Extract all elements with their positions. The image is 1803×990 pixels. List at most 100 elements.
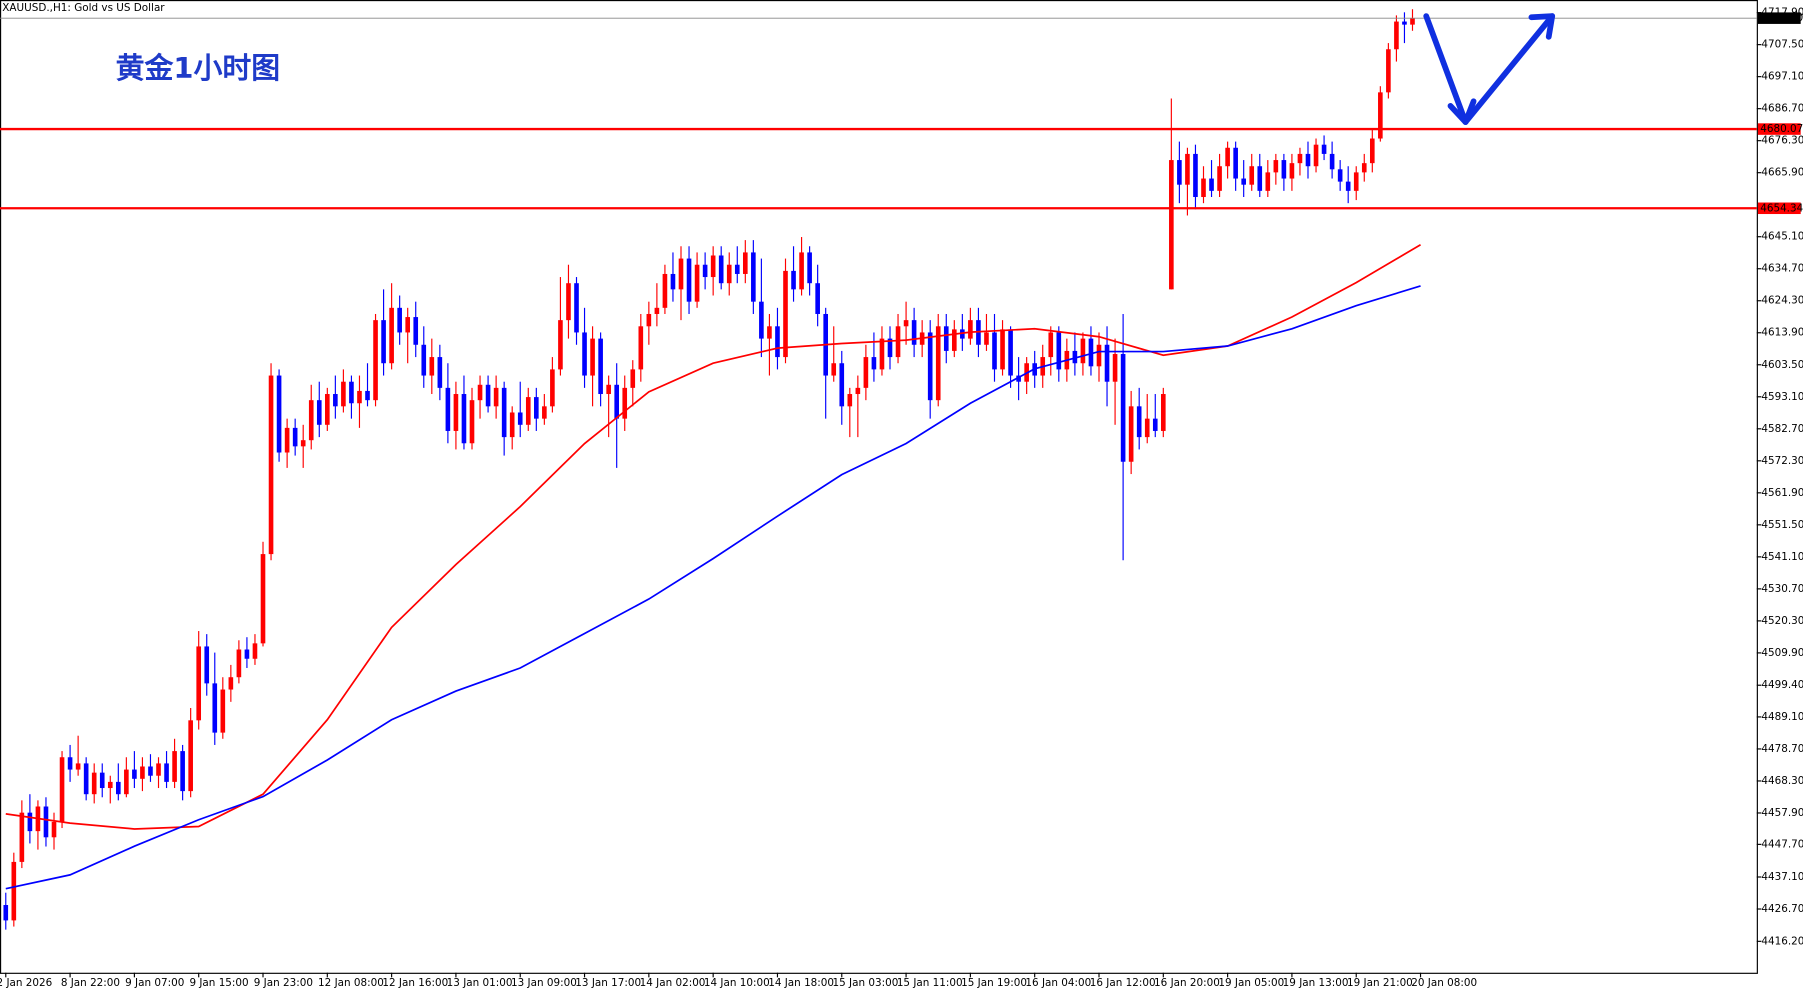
- candle-body: [1016, 375, 1021, 382]
- candle-body: [1225, 147, 1230, 167]
- candle-body: [437, 357, 443, 388]
- candle-body: [606, 384, 611, 395]
- candle-body: [99, 772, 105, 789]
- chart-header: XAUUSD.,H1: Gold vs US Dollar: [2, 2, 165, 14]
- x-tick-label: 14 Jan 18:00: [768, 977, 834, 989]
- candle-body: [751, 252, 756, 302]
- candle-body: [477, 384, 483, 401]
- candle-body: [1112, 354, 1118, 382]
- candle-body: [405, 317, 411, 333]
- candle-body: [1402, 21, 1407, 25]
- candle-body: [831, 363, 837, 376]
- candle-body: [622, 387, 628, 419]
- x-tick-label: 15 Jan 03:00: [833, 977, 899, 989]
- candle-body: [927, 332, 933, 401]
- y-tick-label: 4561.90: [1761, 487, 1803, 499]
- candle-body: [252, 643, 258, 659]
- candle-body: [759, 301, 764, 339]
- candle-body: [300, 440, 306, 447]
- candle-body: [670, 273, 676, 290]
- candle-body: [284, 427, 290, 453]
- y-tick-label: 4416.20: [1761, 935, 1803, 947]
- candle-body: [1152, 418, 1158, 431]
- candle-body: [59, 757, 65, 822]
- y-tick-label: 4520.30: [1761, 615, 1803, 627]
- candle-body: [638, 326, 644, 370]
- y-tick-label: 4697.10: [1761, 71, 1803, 83]
- x-tick-label: 20 Jan 08:00: [1411, 977, 1477, 989]
- y-tick-label: 4551.50: [1761, 519, 1803, 531]
- candle-body: [1313, 144, 1319, 167]
- candle-body: [879, 338, 885, 370]
- candle-body: [349, 381, 354, 404]
- candle-body: [1281, 160, 1287, 179]
- candle-body: [1177, 160, 1182, 185]
- candle-body: [381, 320, 386, 364]
- x-tick-label: 13 Jan 17:00: [575, 977, 641, 989]
- candle-body: [799, 252, 804, 290]
- y-tick-label: 4624.30: [1761, 295, 1803, 307]
- y-tick-label: 4499.40: [1761, 679, 1803, 691]
- candle-body: [887, 338, 893, 358]
- candle-body: [1169, 160, 1174, 290]
- chart-title: 黄金1小时图: [116, 51, 281, 85]
- candle-body: [630, 369, 636, 388]
- candle-body: [132, 769, 137, 779]
- candle-body: [783, 270, 788, 358]
- candle-body: [220, 689, 226, 733]
- x-tick-label: 15 Jan 19:00: [961, 977, 1027, 989]
- candle-body: [1394, 21, 1399, 50]
- candle-body: [871, 357, 877, 370]
- candle-body: [815, 283, 820, 314]
- candle-body: [276, 375, 282, 453]
- candle-body: [373, 320, 378, 401]
- candle-body: [1233, 147, 1238, 179]
- candle-body: [1096, 344, 1102, 367]
- y-tick-label: 4676.30: [1761, 135, 1803, 147]
- y-tick-label: 4468.30: [1761, 775, 1803, 787]
- candle-body: [839, 363, 845, 407]
- candle-body: [260, 554, 266, 644]
- candle-body: [702, 264, 708, 278]
- x-tick-label: 14 Jan 02:00: [640, 977, 706, 989]
- candle-body: [968, 320, 973, 339]
- candle-body: [397, 307, 402, 333]
- candle-body: [421, 344, 427, 376]
- candle-body: [1008, 329, 1013, 376]
- x-tick-label: 13 Jan 01:00: [447, 977, 513, 989]
- candle-body: [1104, 344, 1110, 382]
- y-tick-label: 4457.90: [1761, 807, 1803, 819]
- candle-body: [646, 313, 652, 327]
- candle-body: [984, 332, 989, 345]
- candle-body: [1209, 178, 1214, 191]
- candle-body: [1193, 153, 1198, 198]
- y-tick-label: 4582.70: [1761, 423, 1803, 435]
- candle-body: [1273, 160, 1279, 173]
- candle-body: [566, 283, 571, 321]
- candle-body: [1410, 18, 1415, 25]
- candle-body: [308, 400, 314, 441]
- candle-body: [316, 400, 322, 425]
- x-tick-label: 12 Jan 08:00: [318, 977, 384, 989]
- candle-body: [469, 400, 475, 444]
- x-tick-label: 19 Jan 13:00: [1283, 977, 1349, 989]
- candle-body: [718, 255, 724, 284]
- y-tick-label: 4634.70: [1761, 263, 1803, 275]
- candle-body: [107, 781, 113, 789]
- y-tick-label: 4530.70: [1761, 583, 1803, 595]
- candle-body: [525, 397, 531, 425]
- candle-body: [1136, 406, 1142, 438]
- x-tick-label: 19 Jan 05:00: [1218, 977, 1284, 989]
- candle-body: [485, 384, 491, 407]
- y-tick-label: 4426.70: [1761, 903, 1803, 915]
- candle-body: [196, 646, 202, 721]
- candle-body: [11, 861, 17, 921]
- y-tick-label: 4593.10: [1761, 391, 1803, 403]
- candle-body: [1249, 166, 1255, 185]
- candle-body: [1048, 332, 1054, 358]
- candle-body: [1361, 163, 1367, 173]
- candle-body: [116, 781, 121, 795]
- candle-body: [212, 683, 218, 733]
- axes: 4416.20 4426.70 4437.10 4447.70 4457.90 4468.…: [0, 7, 1803, 989]
